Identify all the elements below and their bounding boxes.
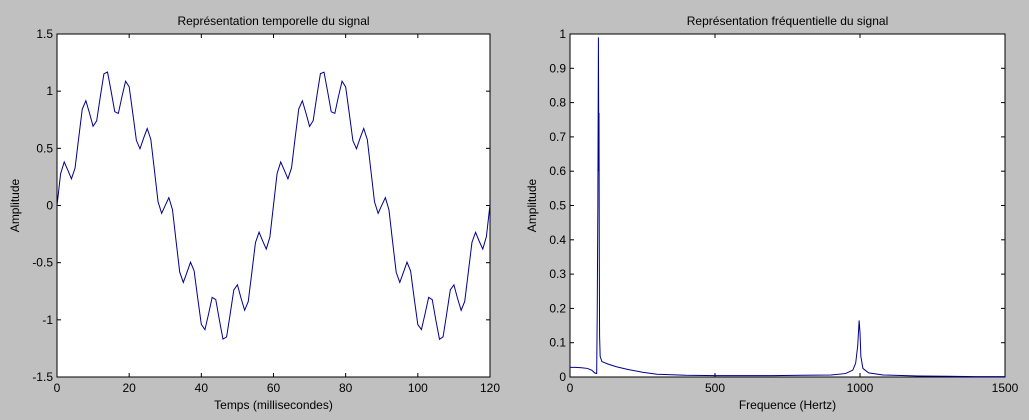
ytick-label-time: -1 — [42, 313, 53, 327]
ytick-label-time: 1 — [46, 84, 53, 98]
title-frequency: Représentation fréquentielle du signal — [687, 14, 888, 28]
ytick-label-frequency: 0.9 — [549, 61, 566, 75]
ytick-label-frequency: 0.2 — [549, 301, 566, 315]
ytick-label-frequency: 0.5 — [549, 199, 566, 213]
ytick-label-frequency: 1 — [559, 27, 566, 41]
series-line-frequency — [570, 37, 1005, 378]
xtick-label-time: 20 — [122, 381, 136, 395]
ytick-label-frequency: 0.3 — [549, 267, 566, 281]
ytick-label-frequency: 0.4 — [549, 233, 566, 247]
xtick-label-frequency: 500 — [705, 381, 725, 395]
plot-time-domain: Représentation temporelle du signal Temp… — [8, 14, 500, 412]
plot-frequency-domain: Représentation fréquentielle du signal F… — [525, 14, 1019, 412]
xtick-label-frequency: 0 — [567, 381, 574, 395]
xtick-label-frequency: 1500 — [992, 381, 1019, 395]
series-line-time — [56, 71, 491, 341]
ytick-label-time: 0.5 — [36, 141, 53, 155]
xtick-label-time: 120 — [480, 381, 500, 395]
ytick-label-frequency: 0.8 — [549, 96, 566, 110]
xlabel-frequency: Frequence (Hertz) — [739, 398, 836, 412]
ytick-label-time: 1.5 — [36, 27, 53, 41]
ytick-label-frequency: 0.7 — [549, 130, 566, 144]
ticks-frequency: 0 500 1000 1500 0 0.1 0.2 0.3 0.4 0.5 0.6 0.7 0.8 0.9… — [549, 27, 1018, 395]
ticks-time: 0 20 40 60 80 100 120 -1.5 -1 -0.5 0 0.5 1 1.5 — [32, 27, 500, 395]
xlabel-time: Temps (millisecondes) — [214, 398, 333, 412]
xtick-label-frequency: 1000 — [847, 381, 874, 395]
xtick-label-time: 80 — [339, 381, 353, 395]
ytick-label-time: -0.5 — [32, 256, 53, 270]
ytick-label-time: 0 — [46, 199, 53, 213]
xtick-label-time: 0 — [54, 381, 61, 395]
xtick-label-time: 100 — [408, 381, 428, 395]
ytick-label-time: -1.5 — [32, 370, 53, 384]
axes-background-frequency — [569, 33, 1006, 378]
title-time: Représentation temporelle du signal — [177, 14, 369, 28]
ytick-label-frequency: 0.1 — [549, 336, 566, 350]
ylabel-time: Amplitude — [8, 179, 22, 233]
xtick-label-time: 60 — [267, 381, 281, 395]
ytick-label-frequency: 0.6 — [549, 164, 566, 178]
ylabel-frequency: Amplitude — [525, 179, 539, 233]
xtick-label-time: 40 — [195, 381, 209, 395]
ytick-label-frequency: 0 — [559, 370, 566, 384]
